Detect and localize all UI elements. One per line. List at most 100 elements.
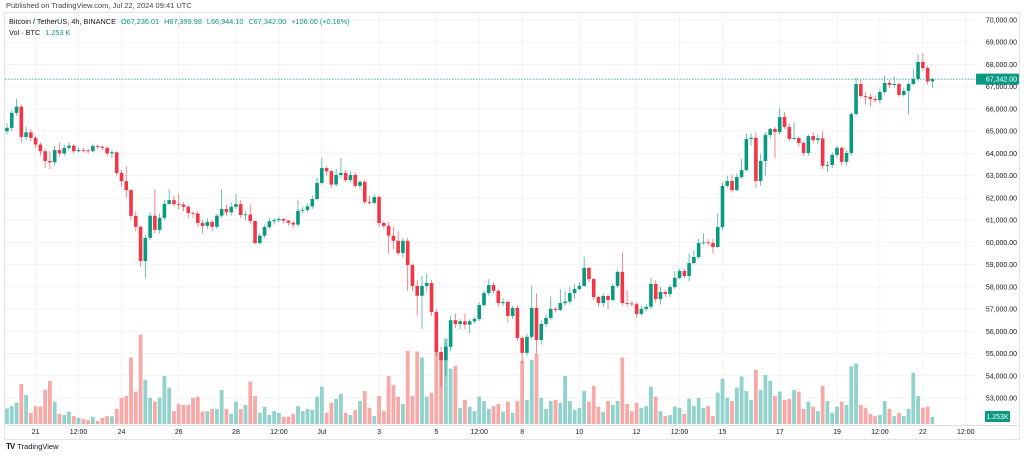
time-tick-label: 12:00 (270, 429, 288, 436)
candle-body-down (887, 82, 892, 85)
price-axis[interactable]: 70,000.00 69,000.00 68,000.00 67,000.00 66,0… (986, 18, 1017, 403)
volume-legend-label[interactable]: Vol · BTC (9, 28, 41, 37)
candle-body-down (114, 152, 119, 173)
candle-body-down (801, 142, 806, 153)
volume-bar (286, 416, 291, 424)
candle-body-down (868, 96, 873, 99)
candle-body-up (162, 203, 167, 218)
candle-body-up (444, 346, 448, 361)
candle-body-up (420, 285, 424, 296)
volume-bar (739, 376, 744, 424)
price-tick-label: 55,000.00 (986, 351, 1017, 358)
volume-bar (381, 411, 386, 424)
candle-body-down (415, 285, 420, 296)
candle-body-up (458, 321, 462, 324)
volume-bar (782, 399, 787, 424)
candle-body-up (763, 134, 768, 161)
candle-body-down (210, 221, 214, 227)
candle-body-up (310, 198, 315, 207)
price-tick-label: 62,000.00 (986, 195, 1017, 202)
volume-bar (334, 398, 339, 424)
volume-bar (820, 386, 825, 424)
volume-bar (176, 403, 181, 424)
volume-bar (501, 411, 505, 424)
candle-body-down (453, 320, 458, 324)
time-axis[interactable]: 21 12:00 24 26 28 12:00 Jul 3 5 12:00 8 10 12 12:00 15… (5, 425, 1019, 437)
volume-bar (443, 338, 448, 424)
time-tick-label: 12:00 (957, 429, 975, 436)
candle-body-up (477, 305, 482, 320)
candle-body-down (663, 291, 668, 294)
candle-body-up (615, 271, 620, 286)
candle-body-down (253, 221, 257, 244)
candle-body-up (725, 180, 730, 186)
volume-bar (152, 401, 157, 424)
candle-body-down (181, 204, 186, 207)
candle-body-down (754, 137, 758, 181)
candle-body-down (176, 204, 181, 205)
volume-bar (195, 396, 200, 424)
legend-close: C67,342.00 (248, 17, 287, 26)
candle-body-down (620, 271, 625, 304)
candle-body-down (343, 172, 348, 181)
candle-body-up (749, 137, 753, 139)
volume-bar (229, 413, 234, 424)
volume-bar (553, 399, 558, 424)
volume-bar (572, 410, 577, 424)
price-tick-label: 67,000.00 (986, 84, 1017, 91)
volume-bar (696, 397, 701, 424)
volume-bar (57, 413, 62, 424)
candle-body-up (835, 147, 839, 155)
candle-body-up (215, 215, 219, 227)
volume-bar (90, 416, 95, 424)
volume-bar (625, 403, 629, 424)
candle-body-up (844, 152, 849, 162)
volume-bar (429, 392, 434, 424)
candle-body-up (110, 152, 114, 154)
volume-bar (486, 408, 491, 424)
candle-body-down (43, 151, 47, 161)
time-tick-label: 12:00 (871, 429, 889, 436)
candle-body-up (243, 214, 248, 216)
candle-body-up (558, 303, 563, 310)
volume-bar (67, 411, 71, 424)
price-tick-label: 61,000.00 (986, 218, 1017, 225)
candle-body-down (463, 321, 467, 325)
candle-body-up (792, 138, 796, 139)
symbol-title[interactable]: Bitcoin / TetherUS, 4h, BINANCE (9, 17, 116, 26)
candle-body-up (610, 285, 615, 300)
tradingview-logo-icon: TV (6, 442, 15, 451)
volume-bar (534, 353, 539, 424)
candle-body-down (491, 285, 496, 291)
candle-body-down (797, 138, 801, 143)
price-tick-label: 59,000.00 (986, 262, 1017, 269)
price-tick-label: 56,000.00 (986, 329, 1017, 336)
candle-body-down (391, 235, 396, 241)
grid-lines (5, 13, 975, 425)
candle-body-up (639, 308, 644, 314)
volume-bar (343, 412, 348, 424)
candle-body-down (224, 209, 229, 213)
volume-bar (539, 397, 544, 424)
volume-bar (362, 391, 367, 424)
candle-body-up (901, 90, 906, 95)
candle-body-down (515, 307, 520, 338)
volume-bar (682, 413, 687, 424)
candle-body-down (730, 180, 734, 191)
candle-body-up (758, 160, 763, 181)
candle-body-down (429, 283, 434, 312)
candle-body-up (14, 106, 19, 113)
candle-body-down (329, 171, 334, 185)
volume-bar (844, 405, 849, 424)
candles (5, 53, 935, 387)
candle-body-up (277, 219, 281, 221)
volume-bar (219, 389, 224, 424)
candle-body-down (873, 98, 877, 101)
volume-bar (577, 407, 582, 424)
candle-body-down (534, 307, 539, 340)
volume-bar (238, 408, 243, 424)
candle-body-down (596, 297, 601, 304)
volume-bar (615, 401, 620, 424)
volume-bar (191, 397, 195, 424)
